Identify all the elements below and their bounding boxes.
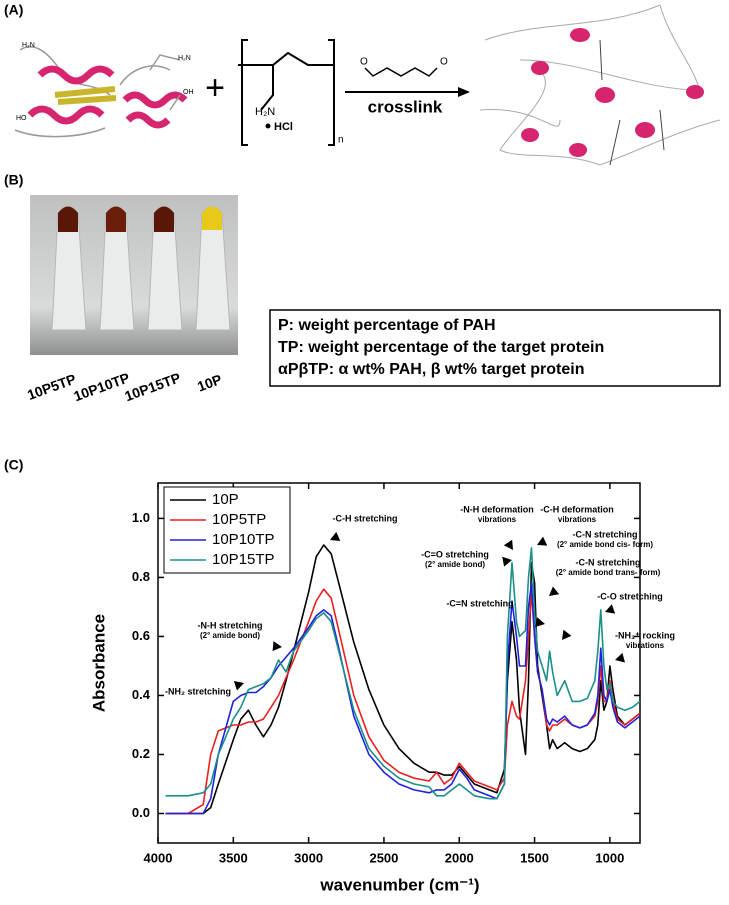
legend-label: 10P15TP: [212, 551, 275, 568]
abbreviation-line: TP: weight percentage of the target prot…: [278, 339, 604, 356]
annotation-arrow: [562, 629, 572, 640]
annotation-arrow: [502, 556, 512, 567]
legend-box: [163, 486, 291, 574]
y-tick-label: 1.0: [132, 510, 150, 525]
annotation: -C-O stretching: [597, 591, 663, 601]
repeat-label: n: [338, 135, 344, 146]
annotation-arrow: [537, 536, 548, 546]
annotation: -NH₃⁺ rocking: [615, 630, 675, 640]
x-tick-label: 4000: [144, 850, 173, 865]
annotation-arrow: [503, 539, 513, 550]
x-tick-label: 1500: [520, 850, 549, 865]
panel-label: (A): [4, 2, 23, 18]
amine-label: H₂N: [178, 55, 191, 62]
x-tick-label: 3500: [219, 850, 248, 865]
oxygen-label: O: [360, 57, 368, 68]
legend-label: 10P10TP: [212, 531, 275, 548]
annotation: -N-H deformation: [460, 504, 534, 514]
annotation: vibrations: [626, 641, 665, 650]
polymer-structure: [238, 39, 335, 146]
annotation-arrow: [615, 652, 625, 663]
annotation: -NH₂ stretching: [165, 686, 231, 696]
annotation: -N-H stretching: [198, 620, 263, 630]
annotation: -C=N stretching: [446, 598, 513, 608]
spectrum-line: [165, 544, 641, 815]
annotation-arrow: [549, 586, 560, 596]
annotation: -C-N stretching: [573, 529, 638, 539]
panel-label: (B): [4, 172, 23, 188]
x-axis-label: wavenumber (cm⁻¹): [319, 875, 479, 894]
y-axis-label: Absorbance: [89, 614, 108, 712]
annotation-arrow: [605, 604, 616, 614]
annotation-arrow: [535, 617, 545, 627]
spectrum-line: [165, 547, 641, 800]
hydroxyl-label: OH: [183, 89, 194, 96]
panel-label: (C): [4, 457, 23, 473]
abbreviation-line: αPβTP: α wt% PAH, β wt% target protein: [278, 361, 584, 378]
x-tick-label: 2500: [369, 850, 398, 865]
salt-label: HCl: [274, 121, 293, 133]
y-tick-label: 0.0: [132, 805, 150, 820]
annotation: (2° amide bond trans- form): [556, 568, 661, 577]
y-tick-label: 0.8: [132, 569, 150, 584]
annotation: vibrations: [478, 515, 517, 524]
legend-label: 10P: [212, 491, 239, 508]
annotation: -C-H deformation: [540, 504, 614, 514]
annotation-arrow: [272, 641, 282, 652]
x-tick-label: 3000: [294, 850, 323, 865]
abbreviation-line: P: weight percentage of PAH: [278, 317, 496, 334]
annotation: -C=O stretching: [421, 549, 489, 559]
annotation: -C-H stretching: [333, 513, 398, 523]
annotation: (2° amide bond cis- form): [557, 540, 653, 549]
annotation: (2° amide bond): [425, 560, 485, 569]
y-tick-label: 0.6: [132, 628, 150, 643]
amine-label: H₂N: [255, 106, 275, 118]
hydroxyl-label: HO: [16, 115, 27, 122]
reaction-label: crosslink: [368, 97, 443, 116]
y-tick-label: 0.2: [132, 746, 150, 761]
annotation: vibrations: [558, 515, 597, 524]
x-tick-label: 2000: [445, 850, 474, 865]
spectrum-line: [165, 588, 641, 815]
annotation-arrow: [233, 681, 244, 691]
x-tick-label: 1000: [595, 850, 624, 865]
annotation-arrow: [330, 531, 341, 542]
vials: [51, 206, 231, 331]
amine-label: H₂N: [22, 42, 35, 49]
protein-drawing: [14, 46, 188, 138]
plot-frame: [157, 482, 641, 844]
oxygen-label: O: [440, 57, 448, 68]
aldehyde-structure: [364, 67, 438, 77]
annotation: (2° amide bond): [200, 631, 260, 640]
reaction-arrowhead: [458, 87, 470, 97]
annotation: -C-N stretching: [576, 557, 641, 567]
legend-label: 10P5TP: [212, 511, 266, 528]
protein-icons: [521, 28, 704, 157]
y-tick-label: 0.4: [132, 687, 151, 702]
salt-dot: [265, 123, 271, 129]
plus-sign: +: [205, 69, 225, 107]
abbreviation-box: [269, 309, 721, 387]
